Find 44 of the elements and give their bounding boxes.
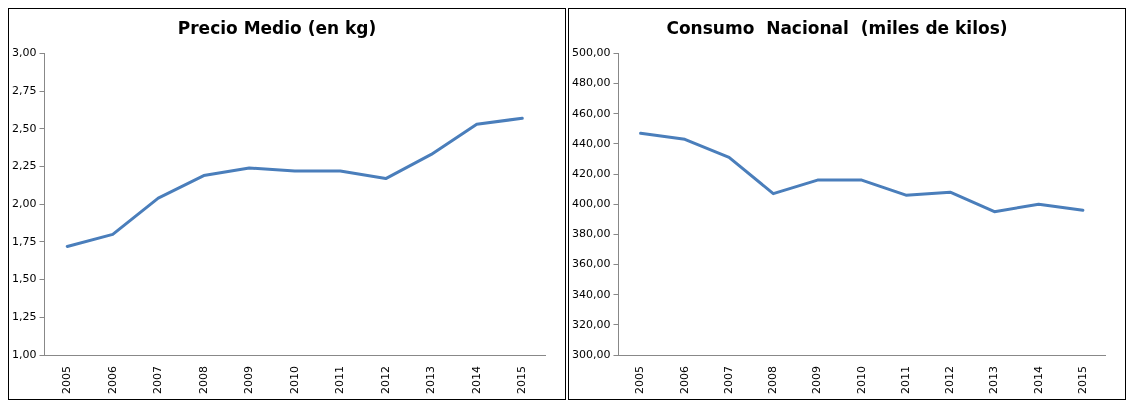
x-tick-label: 2015	[1075, 366, 1089, 395]
y-tick-label: 380,00	[571, 227, 611, 241]
y-tick-label: 340,00	[571, 287, 611, 301]
x-tick-label: 2008	[766, 366, 780, 395]
x-tick-label: 2006	[105, 366, 119, 395]
y-tick-label: 500,00	[571, 46, 611, 60]
x-tick-label: 2014	[469, 366, 483, 395]
x-tick-label: 2014	[1031, 366, 1045, 395]
x-tick-label: 2011	[333, 366, 347, 395]
x-tick-label: 2011	[898, 366, 912, 395]
x-tick-label: 2012	[943, 366, 957, 395]
y-tick-label: 460,00	[571, 106, 611, 120]
chart-title: Precio Medio (en kg)	[177, 17, 377, 38]
y-tick-label: 2,50	[11, 121, 37, 135]
y-tick-label: 1,25	[11, 310, 37, 324]
y-tick-label: 420,00	[571, 166, 611, 180]
x-tick-label: 2009	[242, 366, 256, 395]
y-tick-label: 3,00	[11, 46, 37, 60]
x-tick-label: 2007	[151, 366, 165, 395]
y-tick-label: 480,00	[571, 76, 611, 90]
x-tick-label: 2008	[196, 366, 210, 395]
y-tick-label: 2,75	[11, 83, 37, 97]
x-tick-label: 2005	[633, 366, 647, 395]
x-tick-label: 2010	[287, 366, 301, 395]
y-tick-label: 1,50	[11, 272, 37, 286]
x-tick-label: 2009	[810, 366, 824, 395]
y-tick-label: 2,25	[11, 159, 37, 173]
x-tick-label: 2006	[677, 366, 691, 395]
y-tick-label: 440,00	[571, 136, 611, 150]
y-tick-label: 1,00	[11, 347, 37, 361]
x-tick-label: 2007	[721, 366, 735, 395]
x-tick-label: 2015	[515, 366, 529, 395]
x-tick-label: 2012	[378, 366, 392, 395]
x-tick-label: 2010	[854, 366, 868, 395]
y-tick-label: 360,00	[571, 257, 611, 271]
y-tick-label: 1,75	[11, 234, 37, 248]
y-tick-label: 400,00	[571, 197, 611, 211]
chart-title: Consumo Nacional (miles de kilos)	[666, 17, 1008, 38]
x-tick-label: 2013	[424, 366, 438, 395]
y-tick-label: 2,00	[11, 197, 37, 211]
y-tick-label: 320,00	[571, 317, 611, 331]
x-tick-label: 2005	[60, 366, 74, 395]
y-tick-label: 300,00	[571, 347, 611, 361]
x-tick-label: 2013	[987, 366, 1001, 395]
